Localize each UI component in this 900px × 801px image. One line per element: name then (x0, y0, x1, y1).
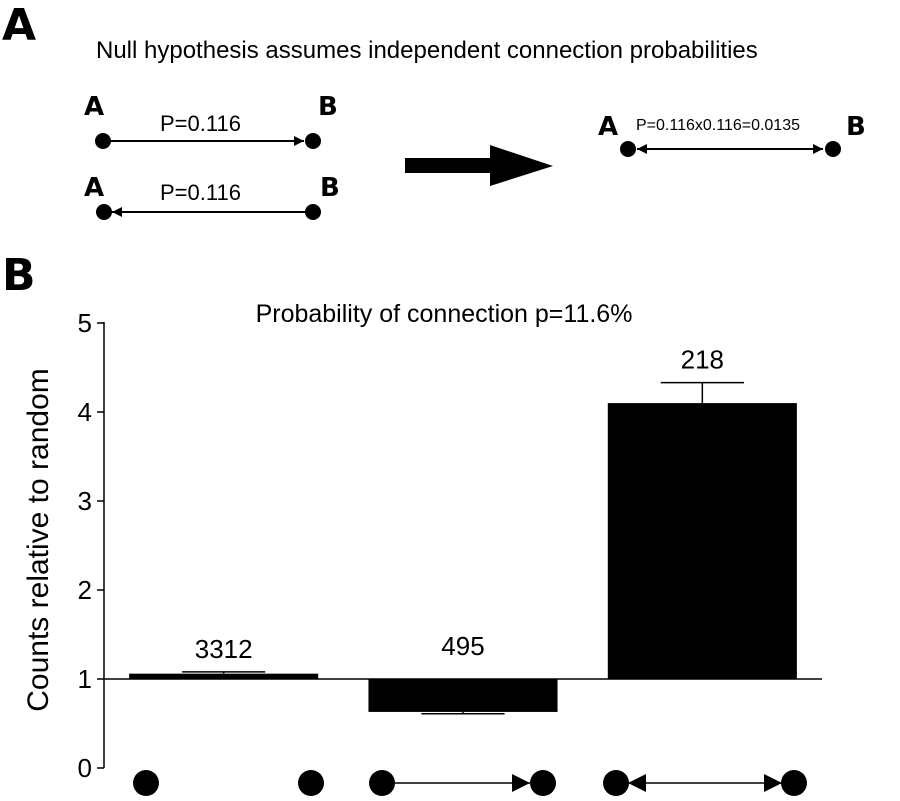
data-label-unidirectional: 495 (441, 631, 484, 661)
pair-top-node-a-label: A (84, 92, 104, 122)
pair-bottom-node-b (305, 204, 321, 220)
panel-b-letter: B (2, 250, 36, 301)
pair-result-node-a-label: A (598, 112, 618, 142)
pair-bottom-probability-label: P=0.116 (160, 180, 241, 205)
panel-a-title: Null hypothesis assumes independent conn… (96, 37, 758, 64)
data-label-bidirectional: 218 (681, 345, 724, 375)
pair-top-node-b (305, 133, 321, 149)
implication-arrow (405, 145, 553, 186)
data-labels: 3312 495 218 (195, 345, 724, 664)
y-tick-label: 0 (78, 753, 92, 783)
category-unidirectional-node-right (530, 770, 556, 796)
panel-a: A Null hypothesis assumes independent co… (2, 0, 866, 220)
y-axis-ticks: 0 1 2 3 4 5 (78, 308, 104, 783)
category-icon-bidirectional (603, 770, 807, 796)
bars (129, 381, 797, 715)
pair-result-bidirectional: A B P=0.116x0.116=0.0135 (598, 112, 866, 157)
bar-chart: Probability of connection p=11.6% Counts… (22, 300, 822, 783)
category-bidirectional-node-right (781, 770, 807, 796)
pair-result-node-b-label: B (846, 112, 866, 142)
category-icon-unidirectional (369, 770, 556, 796)
pair-top-node-b-label: B (318, 92, 338, 122)
y-tick-label: 3 (78, 486, 92, 516)
y-axis-label: Counts relative to random (22, 368, 55, 712)
y-tick-label: 1 (78, 664, 92, 694)
y-tick-label: 2 (78, 575, 92, 605)
category-icon-unconnected (133, 770, 324, 796)
pair-bottom-node-b-label: B (320, 173, 340, 203)
pair-top-a-to-b: A B P=0.116 (84, 92, 338, 149)
data-label-unconnected: 3312 (195, 634, 253, 664)
pair-top-node-a (95, 133, 111, 149)
chart-title: Probability of connection p=11.6% (256, 300, 633, 328)
y-tick-label: 4 (78, 397, 92, 427)
category-unconnected-node-right (298, 770, 324, 796)
panel-b: B Probability of connection p=11.6% Coun… (2, 250, 822, 796)
pair-bottom-b-to-a: A B P=0.116 (84, 173, 340, 220)
category-bidirectional-node-left (603, 770, 629, 796)
pair-bottom-node-a (96, 204, 112, 220)
category-unconnected-node-left (133, 770, 159, 796)
bar-unidirectional (368, 679, 558, 712)
pair-bottom-node-a-label: A (84, 173, 104, 203)
panel-a-letter: A (2, 0, 36, 51)
pair-result-probability-label: P=0.116x0.116=0.0135 (636, 117, 800, 134)
pair-result-node-b (825, 141, 841, 157)
bar-bidirectional (607, 403, 797, 679)
bar-unconnected (129, 673, 319, 679)
y-tick-label: 5 (78, 308, 92, 338)
category-unidirectional-node-left (369, 770, 395, 796)
pair-result-node-a (620, 141, 636, 157)
pair-top-probability-label: P=0.116 (160, 111, 241, 136)
